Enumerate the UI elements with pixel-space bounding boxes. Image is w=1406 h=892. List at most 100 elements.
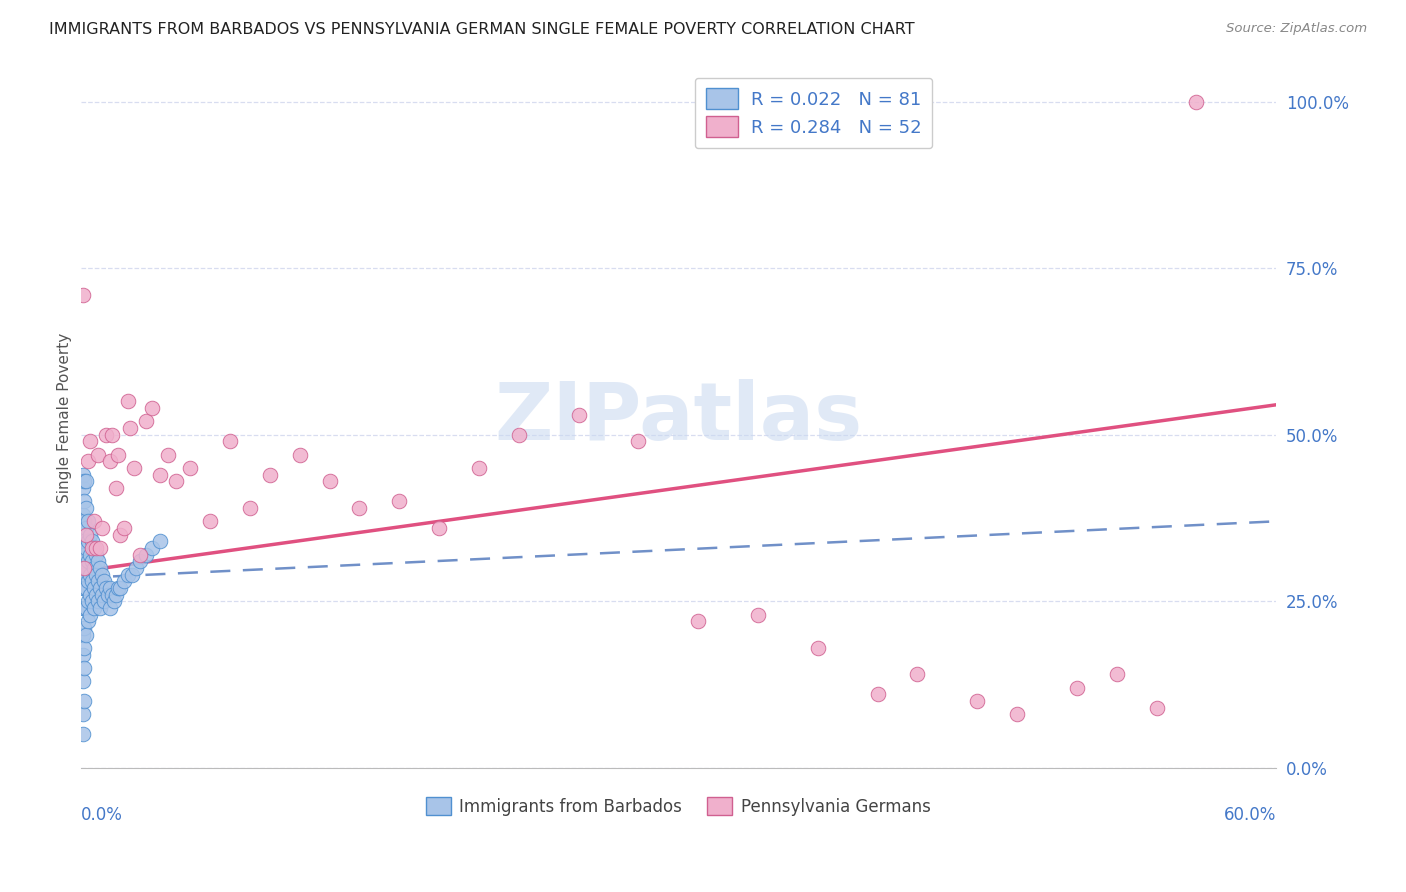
Point xyxy=(76,561,98,575)
Point xyxy=(508,427,530,442)
Point xyxy=(117,394,139,409)
Point xyxy=(76,521,98,535)
Point xyxy=(1105,667,1128,681)
Legend: Immigrants from Barbados, Pennsylvania Germans: Immigrants from Barbados, Pennsylvania G… xyxy=(419,791,938,822)
Point xyxy=(101,588,124,602)
Point xyxy=(82,534,104,549)
Point xyxy=(96,581,118,595)
Point xyxy=(72,541,94,555)
Point xyxy=(83,541,105,555)
Point xyxy=(77,594,100,608)
Point xyxy=(120,421,142,435)
Point xyxy=(73,567,96,582)
Point xyxy=(72,648,94,662)
Point xyxy=(79,607,101,622)
Point xyxy=(100,600,122,615)
Point xyxy=(91,588,114,602)
Point xyxy=(72,467,94,482)
Point xyxy=(427,521,450,535)
Point xyxy=(866,688,889,702)
Point xyxy=(349,501,371,516)
Point xyxy=(83,600,105,615)
Y-axis label: Single Female Poverty: Single Female Poverty xyxy=(58,333,72,503)
Point xyxy=(259,467,281,482)
Point xyxy=(87,448,110,462)
Point xyxy=(86,588,108,602)
Point xyxy=(76,541,98,555)
Point xyxy=(76,527,98,541)
Point xyxy=(100,581,122,595)
Point xyxy=(1005,707,1028,722)
Point xyxy=(105,588,128,602)
Point xyxy=(93,594,115,608)
Point xyxy=(72,627,94,641)
Point xyxy=(82,541,104,555)
Point xyxy=(129,548,152,562)
Text: IMMIGRANTS FROM BARBADOS VS PENNSYLVANIA GERMAN SINGLE FEMALE POVERTY CORRELATIO: IMMIGRANTS FROM BARBADOS VS PENNSYLVANIA… xyxy=(49,22,915,37)
Point xyxy=(73,694,96,708)
Point xyxy=(91,521,114,535)
Point xyxy=(121,567,143,582)
Point xyxy=(72,508,94,522)
Point xyxy=(86,567,108,582)
Point xyxy=(72,600,94,615)
Text: Source: ZipAtlas.com: Source: ZipAtlas.com xyxy=(1226,22,1367,36)
Point xyxy=(73,475,96,489)
Point xyxy=(76,581,98,595)
Point xyxy=(198,514,221,528)
Point xyxy=(288,448,311,462)
Point xyxy=(79,527,101,541)
Point xyxy=(124,461,146,475)
Point xyxy=(105,481,128,495)
Point xyxy=(135,414,157,428)
Point xyxy=(110,527,132,541)
Point xyxy=(1146,700,1168,714)
Point xyxy=(83,581,105,595)
Point xyxy=(76,627,98,641)
Point xyxy=(72,674,94,689)
Point xyxy=(77,514,100,528)
Point xyxy=(101,427,124,442)
Point xyxy=(149,467,172,482)
Point xyxy=(112,521,135,535)
Point xyxy=(89,561,111,575)
Point xyxy=(125,561,148,575)
Point xyxy=(96,427,118,442)
Point xyxy=(219,434,242,449)
Point xyxy=(77,554,100,568)
Point xyxy=(1066,681,1088,695)
Point xyxy=(688,614,710,628)
Point xyxy=(72,581,94,595)
Point xyxy=(907,667,929,681)
Point xyxy=(73,534,96,549)
Point xyxy=(93,574,115,589)
Point xyxy=(73,548,96,562)
Point xyxy=(77,454,100,468)
Point xyxy=(117,567,139,582)
Point xyxy=(129,554,152,568)
Point xyxy=(87,594,110,608)
Point xyxy=(77,614,100,628)
Text: ZIPatlas: ZIPatlas xyxy=(494,379,862,457)
Point xyxy=(807,640,830,655)
Point xyxy=(165,475,187,489)
Point xyxy=(79,567,101,582)
Point xyxy=(73,581,96,595)
Point xyxy=(73,600,96,615)
Point xyxy=(72,288,94,302)
Point xyxy=(73,561,96,575)
Point xyxy=(103,594,125,608)
Point xyxy=(73,621,96,635)
Point xyxy=(568,408,591,422)
Point xyxy=(86,548,108,562)
Point xyxy=(100,454,122,468)
Point xyxy=(76,475,98,489)
Point xyxy=(79,434,101,449)
Point xyxy=(79,548,101,562)
Point xyxy=(82,574,104,589)
Point xyxy=(747,607,769,622)
Point xyxy=(89,541,111,555)
Point xyxy=(91,567,114,582)
Point xyxy=(239,501,262,516)
Point xyxy=(87,554,110,568)
